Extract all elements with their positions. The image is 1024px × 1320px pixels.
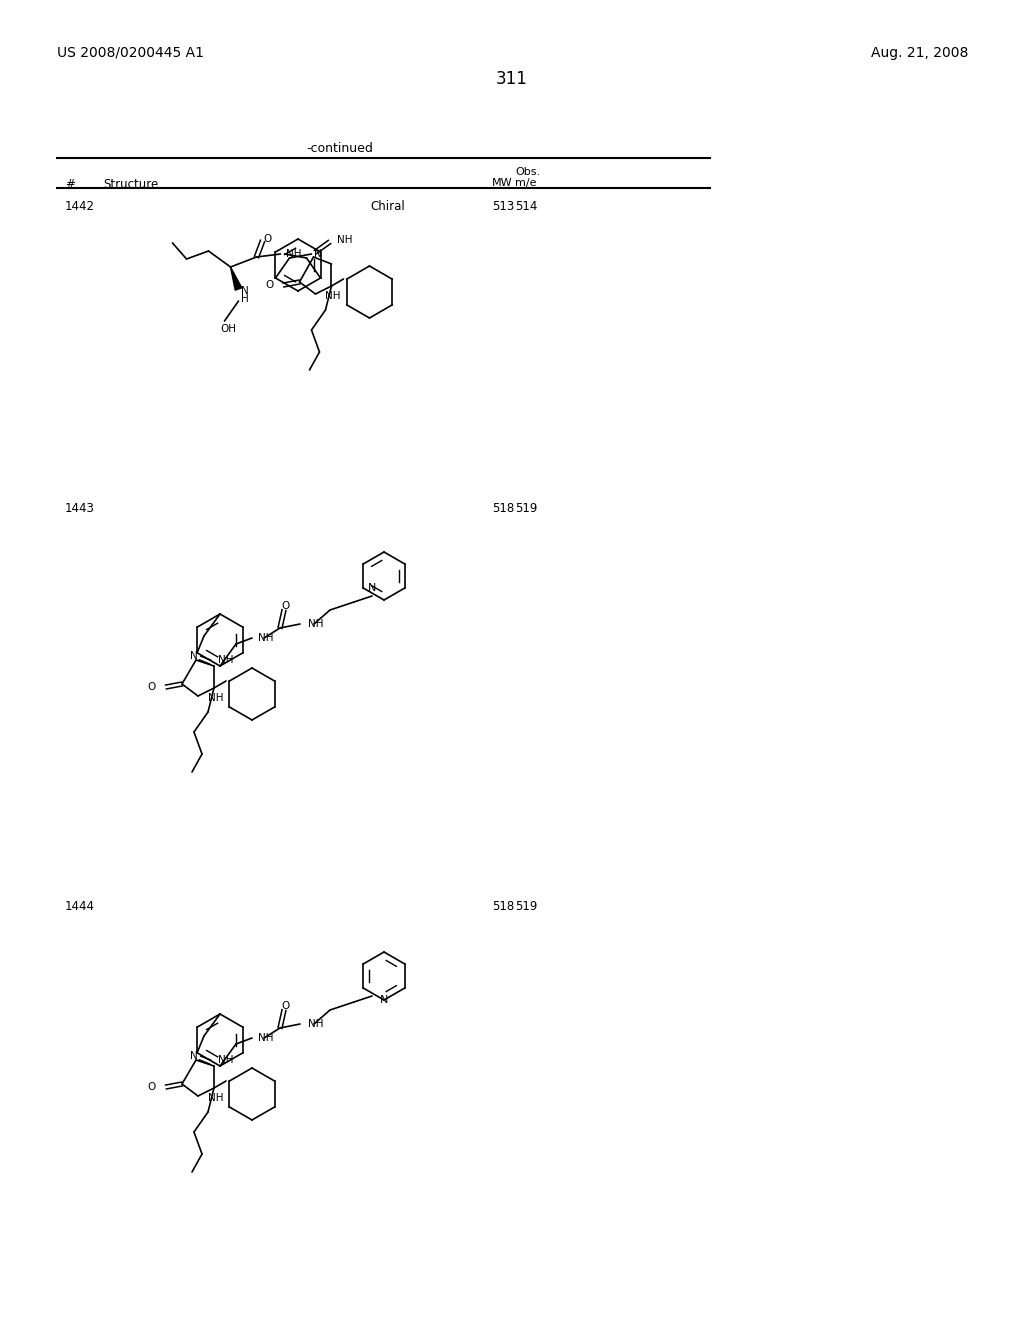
Text: NH: NH	[258, 1034, 273, 1043]
Text: H: H	[241, 294, 248, 304]
Text: NH: NH	[326, 290, 341, 301]
Text: 1444: 1444	[65, 900, 95, 913]
Text: N: N	[190, 1051, 198, 1061]
Text: Chiral: Chiral	[370, 201, 404, 213]
Text: NH: NH	[308, 619, 324, 630]
Text: NH: NH	[286, 249, 301, 259]
Text: #: #	[65, 178, 75, 191]
Text: N: N	[380, 995, 388, 1005]
Text: US 2008/0200445 A1: US 2008/0200445 A1	[57, 46, 204, 59]
Text: NH: NH	[258, 634, 273, 643]
Text: 518: 518	[492, 502, 514, 515]
Text: 513: 513	[492, 201, 514, 213]
Text: NH: NH	[218, 655, 233, 665]
Text: Aug. 21, 2008: Aug. 21, 2008	[870, 46, 968, 59]
Text: Structure: Structure	[103, 178, 159, 191]
Text: O: O	[147, 1082, 156, 1092]
Text: 519: 519	[515, 502, 538, 515]
Text: N: N	[369, 583, 377, 593]
Text: 311: 311	[496, 70, 528, 88]
Text: 519: 519	[515, 900, 538, 913]
Text: 1443: 1443	[65, 502, 95, 515]
Text: MW: MW	[492, 178, 513, 187]
Text: 518: 518	[492, 900, 514, 913]
Text: O: O	[282, 601, 290, 611]
Text: -continued: -continued	[306, 143, 374, 154]
Text: NH: NH	[308, 1019, 324, 1030]
Polygon shape	[230, 267, 242, 290]
Text: 514: 514	[515, 201, 538, 213]
Text: O: O	[147, 682, 156, 692]
Text: m/e: m/e	[515, 178, 537, 187]
Text: NH: NH	[218, 1055, 233, 1065]
Text: O: O	[282, 1001, 290, 1011]
Text: 1442: 1442	[65, 201, 95, 213]
Text: O: O	[263, 234, 271, 244]
Text: NH: NH	[208, 693, 223, 704]
Text: NH: NH	[338, 235, 353, 246]
Text: NH: NH	[208, 1093, 223, 1104]
Text: OH: OH	[220, 323, 237, 334]
Text: N: N	[190, 651, 198, 661]
Text: Obs.: Obs.	[515, 168, 540, 177]
Text: N: N	[314, 249, 323, 259]
Text: N: N	[241, 286, 248, 296]
Text: O: O	[265, 280, 273, 290]
